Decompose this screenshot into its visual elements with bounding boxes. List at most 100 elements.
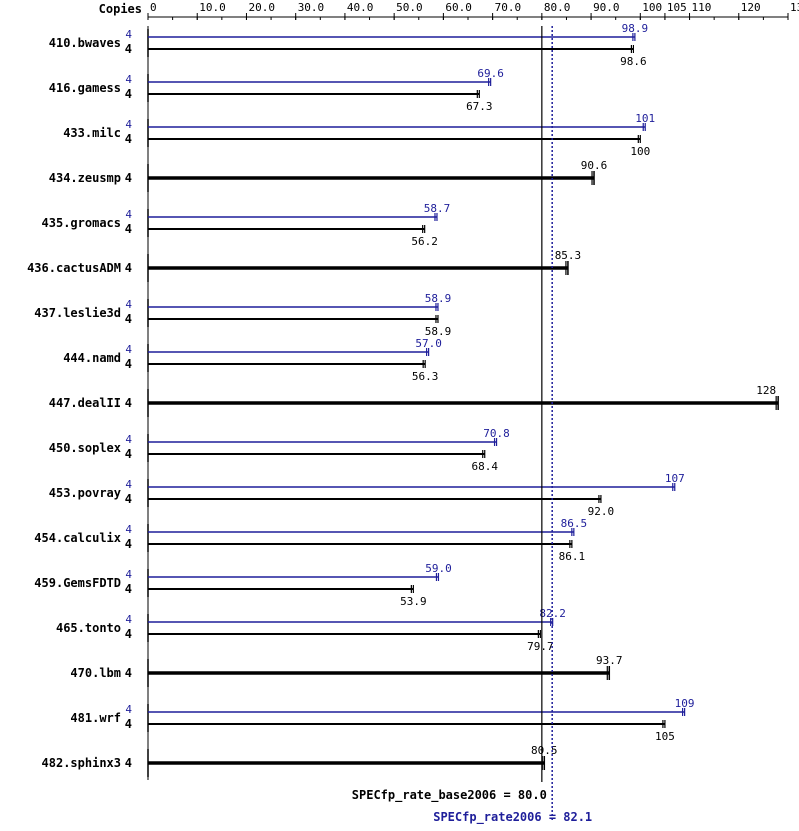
peak-copies: 4 <box>125 613 132 626</box>
benchmark-row: 481.wrf 4 109 4 105 <box>70 697 694 743</box>
peak-value-label: 59.0 <box>425 562 452 575</box>
benchmark-row: 453.povray 4 107 4 92.0 <box>49 472 685 518</box>
peak-copies: 4 <box>125 523 132 536</box>
benchmark-label: 470.lbm <box>70 666 121 680</box>
peak-value-label: 86.5 <box>561 517 588 530</box>
base-copies: 4 <box>125 666 132 680</box>
axis-tick-label: 10.0 <box>199 1 226 14</box>
benchmark-label: 482.sphinx3 <box>42 756 121 770</box>
base-value-label: 85.3 <box>555 249 582 262</box>
base-copies: 4 <box>125 312 132 326</box>
benchmark-label: 433.milc <box>63 126 121 140</box>
peak-copies: 4 <box>125 703 132 716</box>
axis-tick-label: 110 <box>692 1 712 14</box>
peak-value-label: 70.8 <box>483 427 510 440</box>
axis-tick-label: 60.0 <box>445 1 472 14</box>
benchmark-label: 410.bwaves <box>49 36 121 50</box>
benchmark-row: 465.tonto 4 82.2 4 79.7 <box>56 607 566 653</box>
base-value-label: 105 <box>655 730 675 743</box>
benchmark-row: 459.GemsFDTD 4 59.0 4 53.9 <box>34 562 451 608</box>
base-copies: 4 <box>125 396 132 410</box>
benchmark-label: 454.calculix <box>34 531 121 545</box>
base-reference-label: SPECfp_rate_base2006 = 80.0 <box>352 788 547 803</box>
benchmark-row: 470.lbm 4 93.7 <box>70 654 623 687</box>
peak-copies: 4 <box>125 478 132 491</box>
base-copies: 4 <box>125 627 132 641</box>
base-value-label: 56.3 <box>412 370 439 383</box>
benchmark-row: 444.namd 4 57.0 4 56.3 <box>63 337 442 383</box>
peak-value-label: 57.0 <box>415 337 442 350</box>
peak-value-label: 58.9 <box>425 292 452 305</box>
axis-tick-label: 105 <box>667 1 687 14</box>
axis-tick-label: 30.0 <box>298 1 325 14</box>
axis-tick-label: 120 <box>741 1 761 14</box>
benchmark-row: 436.cactusADM 4 85.3 <box>27 249 581 282</box>
peak-reference-label: SPECfp_rate2006 = 82.1 <box>433 810 592 825</box>
axis-tick-label: 50.0 <box>396 1 423 14</box>
base-value-label: 68.4 <box>471 460 498 473</box>
benchmark-row: 482.sphinx3 4 80.5 <box>42 744 558 777</box>
axis-tick-label: 20.0 <box>248 1 275 14</box>
benchmark-label: 450.soplex <box>49 441 121 455</box>
benchmark-row: 454.calculix 4 86.5 4 86.1 <box>34 517 587 563</box>
peak-copies: 4 <box>125 433 132 446</box>
base-value-label: 100 <box>630 145 650 158</box>
benchmark-row: 435.gromacs 4 58.7 4 56.2 <box>42 202 451 248</box>
base-value-label: 98.6 <box>620 55 647 68</box>
benchmark-rows: 410.bwaves 4 98.9 4 98.6 416.gamess 4 69.6 4 67.3… <box>27 22 779 777</box>
base-copies: 4 <box>125 132 132 146</box>
axis-tick-label: 80.0 <box>544 1 571 14</box>
base-value-label: 56.2 <box>411 235 438 248</box>
peak-value-label: 98.9 <box>622 22 649 35</box>
base-copies: 4 <box>125 717 132 731</box>
base-copies: 4 <box>125 261 132 275</box>
reference-lines: SPECfp_rate_base2006 = 80.0 SPECfp_rate20… <box>352 26 592 825</box>
base-value-label: 93.7 <box>596 654 623 667</box>
benchmark-row: 410.bwaves 4 98.9 4 98.6 <box>49 22 648 68</box>
axis-tick-label: 40.0 <box>347 1 374 14</box>
benchmark-label: 447.dealII <box>49 396 121 410</box>
base-value-label: 53.9 <box>400 595 427 608</box>
peak-value-label: 58.7 <box>424 202 451 215</box>
peak-copies: 4 <box>125 343 132 356</box>
peak-value-label: 109 <box>675 697 695 710</box>
benchmark-label: 459.GemsFDTD <box>34 576 121 590</box>
base-copies: 4 <box>125 171 132 185</box>
base-copies: 4 <box>125 537 132 551</box>
peak-copies: 4 <box>125 73 132 86</box>
peak-value-label: 69.6 <box>477 67 504 80</box>
axis-tick-label: 0 <box>150 1 157 14</box>
benchmark-label: 435.gromacs <box>42 216 121 230</box>
peak-copies: 4 <box>125 568 132 581</box>
peak-copies: 4 <box>125 298 132 311</box>
peak-value-label: 101 <box>635 112 655 125</box>
axis-tick-label: 100 <box>642 1 662 14</box>
peak-copies: 4 <box>125 208 132 221</box>
benchmark-label: 453.povray <box>49 486 121 500</box>
base-value-label: 67.3 <box>466 100 493 113</box>
base-value-label: 80.5 <box>531 744 558 757</box>
base-value-label: 128 <box>756 384 776 397</box>
benchmark-row: 450.soplex 4 70.8 4 68.4 <box>49 427 510 473</box>
x-axis: Copies 0 10.0 20.0 30.0 40.0 50.0 60.0 70.0 80.0 9… <box>99 1 799 780</box>
axis-tick-label: 130 <box>790 1 799 14</box>
benchmark-label: 434.zeusmp <box>49 171 121 185</box>
base-copies: 4 <box>125 492 132 506</box>
peak-value-label: 82.2 <box>539 607 566 620</box>
peak-copies: 4 <box>125 28 132 41</box>
benchmark-row: 437.leslie3d 4 58.9 4 58.9 <box>34 292 451 338</box>
copies-header: Copies <box>99 2 142 16</box>
axis-tick-label: 90.0 <box>593 1 620 14</box>
benchmark-row: 434.zeusmp 4 90.6 <box>49 159 608 192</box>
benchmark-label: 465.tonto <box>56 621 121 635</box>
benchmark-row: 447.dealII 4 128 <box>49 384 779 417</box>
base-copies: 4 <box>125 447 132 461</box>
base-value-label: 90.6 <box>581 159 608 172</box>
base-copies: 4 <box>125 756 132 770</box>
benchmark-row: 416.gamess 4 69.6 4 67.3 <box>49 67 504 113</box>
benchmark-row: 433.milc 4 101 4 100 <box>63 112 655 158</box>
base-copies: 4 <box>125 582 132 596</box>
benchmark-label: 416.gamess <box>49 81 121 95</box>
base-copies: 4 <box>125 222 132 236</box>
